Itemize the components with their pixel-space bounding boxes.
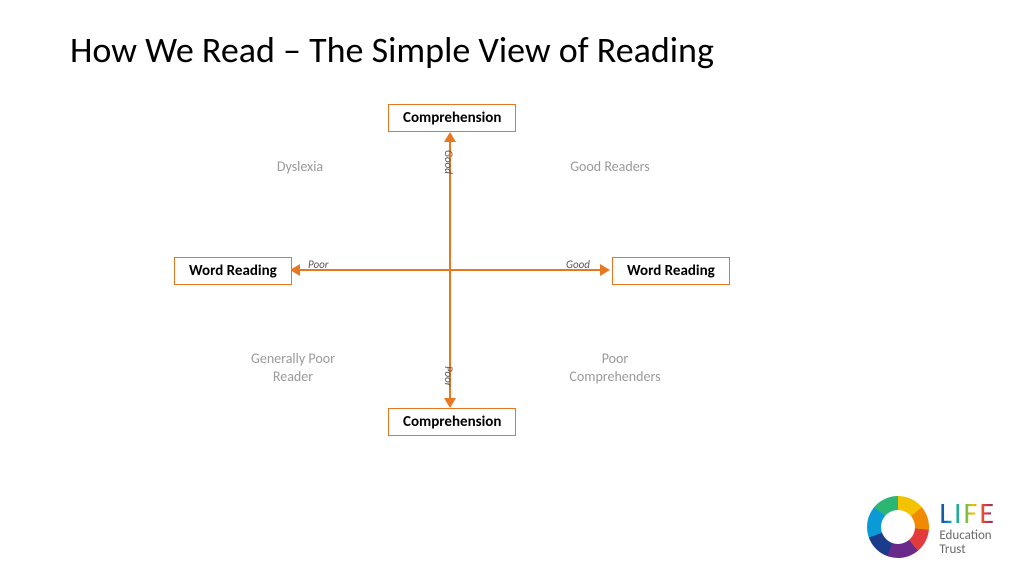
- logo-sub2: Trust: [939, 543, 996, 557]
- page-title: How We Read – The Simple View of Reading: [70, 28, 714, 72]
- tick-bottom: Poor: [442, 366, 455, 387]
- quadrant-diagram: Comprehension Comprehension Word Reading…: [170, 100, 730, 440]
- tick-top: Good: [442, 150, 455, 174]
- brand-logo: LIFE Education Trust: [867, 496, 996, 558]
- logo-sub1: Education: [939, 529, 996, 543]
- axis-box-bottom: Comprehension: [388, 408, 516, 436]
- axis-box-top: Comprehension: [388, 104, 516, 132]
- quadrant-top-left: Dyslexia: [240, 158, 360, 176]
- axis-box-right: Word Reading: [612, 257, 730, 285]
- axis-box-left: Word Reading: [174, 257, 292, 285]
- quadrant-bottom-left: Generally Poor Reader: [218, 350, 368, 385]
- logo-ring-icon: [859, 487, 938, 566]
- logo-brand: LIFE: [939, 498, 996, 530]
- tick-left: Poor: [308, 258, 329, 271]
- logo-text: LIFE Education Trust: [939, 498, 996, 557]
- tick-right: Good: [566, 258, 590, 271]
- arrow-down-icon: [444, 398, 456, 408]
- quadrant-bottom-right: Poor Comprehenders: [540, 350, 690, 385]
- quadrant-top-right: Good Readers: [540, 158, 680, 176]
- arrow-up-icon: [444, 132, 456, 142]
- arrow-right-icon: [600, 264, 610, 276]
- horizontal-axis: [298, 269, 602, 271]
